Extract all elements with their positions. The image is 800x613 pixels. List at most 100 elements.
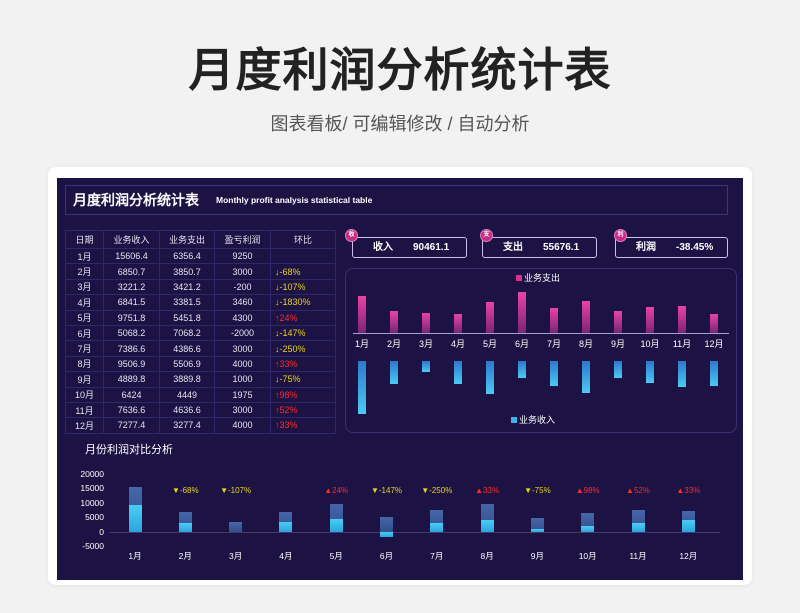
page-subtitle: 图表看板/ 可编辑修改 / 自动分析 [270, 114, 530, 134]
y-axis-tick-label: 20000 [80, 469, 104, 479]
month-label: 9月 [610, 339, 625, 349]
cell-expense: 6356.4 [159, 247, 215, 265]
change-annotation: ▲33% [676, 486, 701, 495]
cell-month: 4月 [65, 294, 104, 311]
cell-mom: ↑33% [270, 355, 336, 373]
profit-bar [128, 504, 142, 532]
cell-month: 3月 [65, 278, 104, 296]
change-annotation: ▼-75% [524, 486, 551, 495]
table-row: 3月 3221.2 3421.2 -200 ↓-107% [65, 278, 336, 296]
income-bar [678, 361, 686, 387]
table-row: 5月 9751.8 5451.8 4300 ↑24% [65, 309, 336, 326]
cell-month: 1月 [65, 247, 104, 265]
table-row: 2月 6850.7 3850.7 3000 ↓-68% [65, 263, 336, 280]
month-label: 2月 [178, 551, 192, 561]
expense-bar [390, 310, 398, 333]
cell-income: 3221.2 [103, 278, 160, 296]
profit-table-container: 日期 业务收入 业务支出 盈亏利润 环比 1月 15606.4 6356.4 9250 2月 68… [65, 230, 336, 434]
cell-mom [270, 247, 336, 265]
cell-mom: ↓-147% [270, 324, 336, 342]
table-row: 12月 7277.4 3277.4 4000 ↑33% [65, 417, 336, 434]
cell-month: 12月 [65, 417, 104, 434]
cell-mom: ↓-75% [270, 371, 336, 388]
kpi-card-expense: 支出 55676.1 [482, 237, 597, 258]
income-legend-label: 业务收入 [519, 415, 556, 425]
month-label: 10月 [578, 551, 597, 561]
kpi-value: 55676.1 [543, 242, 580, 253]
month-label: 12月 [704, 339, 724, 349]
kpi-label: 支出 [503, 242, 523, 253]
cell-mom: ↓-250% [270, 340, 336, 357]
cell-income: 6850.7 [103, 263, 160, 280]
dashboard-header: 月度利润分析统计表 Monthly profit analysis statis… [65, 185, 728, 215]
change-annotation: ▼-107% [220, 486, 252, 495]
cell-mom: ↓-68% [270, 263, 336, 280]
cell-month: 9月 [65, 371, 104, 388]
zero-axis-line [110, 531, 720, 533]
income-bar [582, 361, 590, 394]
chart-baseline [353, 333, 729, 334]
income-bar [614, 361, 622, 378]
table-row: 6月 5068.2 7068.2 -2000 ↓-147% [65, 324, 336, 342]
cell-expense: 3889.8 [159, 371, 215, 388]
change-annotation: ▼-250% [421, 486, 453, 495]
income-bar [530, 517, 544, 532]
expense-legend-label: 业务支出 [524, 273, 561, 283]
cell-expense: 3277.4 [159, 417, 215, 434]
month-label: 2月 [386, 339, 401, 349]
cell-month: 6月 [65, 324, 104, 342]
cell-profit: 4300 [214, 309, 271, 326]
month-label: 12月 [679, 551, 698, 561]
y-axis-tick-label: -5000 [82, 541, 104, 551]
expense-bar [646, 307, 654, 333]
change-annotation: ▼-147% [370, 486, 403, 495]
income-bar [380, 517, 393, 532]
month-label: 10月 [640, 339, 660, 349]
dashboard-panel: 月度利润分析统计表 Monthly profit analysis statis… [57, 178, 743, 580]
cell-mom: ↓-1830% [270, 294, 336, 311]
table-row: 10月 6424 4449 1975 ↑98% [65, 386, 336, 403]
kpi-card-income: 收入 90461.1 [352, 237, 467, 258]
month-label: 5月 [329, 551, 343, 561]
expense-bar [422, 313, 430, 333]
income-bar [358, 361, 366, 414]
income-bar [229, 522, 243, 532]
chart-title: 月份利润对比分析 [85, 444, 173, 456]
table-head: 日期 业务收入 业务支出 盈亏利润 环比 [65, 230, 336, 249]
kpi-value: 90461.1 [413, 242, 450, 253]
cell-profit: 3000 [214, 401, 271, 419]
cell-mom: ↑52% [270, 401, 336, 419]
cell-income: 7386.6 [103, 340, 160, 357]
income-bar [422, 361, 430, 372]
page-title: 月度利润分析统计表 [188, 44, 612, 96]
table-header-row: 日期 业务收入 业务支出 盈亏利润 环比 [65, 230, 336, 249]
month-label: 6月 [379, 551, 394, 561]
month-label: 9月 [530, 551, 544, 561]
table-header-cell: 环比 [270, 230, 336, 249]
profit-bar [581, 525, 595, 532]
month-label: 6月 [514, 339, 529, 349]
cell-month: 2月 [65, 263, 104, 280]
cell-expense: 4636.6 [159, 401, 215, 419]
cell-profit: 3000 [214, 263, 271, 280]
expense-bar [358, 296, 366, 333]
cell-month: 8月 [65, 355, 104, 373]
cell-month: 11月 [65, 401, 104, 419]
dashboard-subtitle-en: Monthly profit analysis statistical tabl… [216, 195, 373, 205]
month-label: 7月 [546, 339, 561, 349]
cell-income: 4889.8 [103, 371, 160, 388]
income-legend-swatch [511, 417, 517, 423]
expense-badge-icon: 支 [480, 229, 493, 242]
profit-bar [279, 521, 293, 532]
cell-expense: 7068.2 [159, 324, 215, 342]
cell-month: 10月 [65, 386, 104, 403]
table-row: 1月 15606.4 6356.4 9250 [65, 247, 336, 265]
cell-profit: 9250 [214, 247, 271, 265]
cell-expense: 4449 [159, 386, 215, 403]
cell-profit: 4000 [214, 417, 271, 434]
kpi-label: 利润 [636, 242, 656, 253]
income-bar [710, 361, 718, 386]
change-annotation: ▲52% [626, 486, 650, 495]
profit-bar [380, 531, 393, 538]
cell-mom: ↑24% [270, 309, 336, 326]
